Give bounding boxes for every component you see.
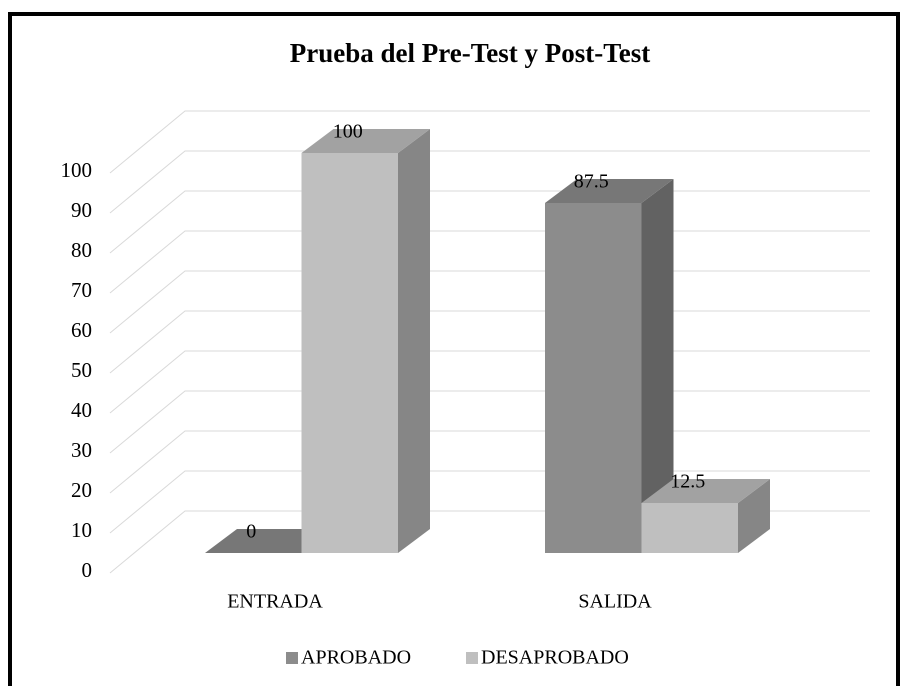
x-tick-label: SALIDA	[578, 591, 652, 613]
grid-line	[109, 150, 870, 214]
legend-swatch	[466, 652, 478, 664]
data-label: 12.5	[670, 471, 705, 493]
y-tick-label: 30	[71, 438, 92, 462]
y-tick-label: 40	[71, 398, 92, 422]
x-tick-label: ENTRADA	[227, 591, 323, 613]
legend-label: APROBADO	[301, 647, 411, 669]
y-tick-label: 10	[71, 518, 92, 542]
bar-side	[398, 129, 430, 553]
legend-label: DESAPROBADO	[481, 647, 629, 669]
data-label: 0	[246, 521, 256, 543]
bar-top	[205, 529, 334, 553]
chart-title: Prueba del Pre-Test y Post-Test	[290, 38, 650, 68]
data-label: 87.5	[574, 171, 609, 193]
data-label: 100	[333, 121, 363, 143]
y-tick-label: 90	[71, 198, 92, 222]
grid-line	[109, 110, 870, 174]
y-tick-label: 100	[61, 158, 93, 182]
bar	[301, 153, 398, 553]
bar-top	[301, 129, 430, 153]
bar	[641, 503, 738, 553]
y-tick-label: 20	[71, 478, 92, 502]
bar-top	[641, 479, 770, 503]
legend-swatch	[286, 652, 298, 664]
y-tick-label: 0	[82, 558, 93, 582]
bar-side	[641, 179, 674, 553]
bar-side	[738, 479, 770, 553]
chart-frame	[8, 12, 900, 686]
y-tick-label: 50	[71, 358, 92, 382]
y-tick-label: 60	[71, 318, 92, 342]
bar-top	[545, 179, 674, 203]
y-tick-label: 80	[71, 238, 92, 262]
bar	[545, 203, 642, 553]
y-tick-label: 70	[71, 278, 92, 302]
